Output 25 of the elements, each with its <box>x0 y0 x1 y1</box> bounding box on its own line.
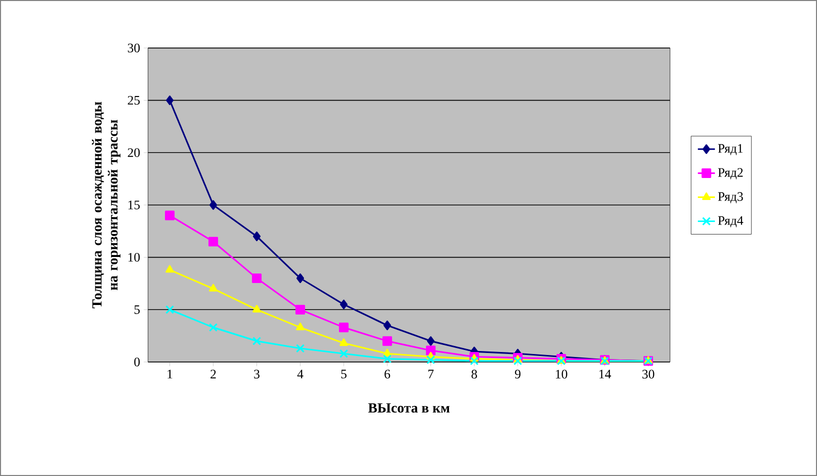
y-tick-label: 10 <box>128 252 140 262</box>
legend-label: Ряд4 <box>718 216 744 228</box>
x-tick-label: 5 <box>341 370 346 378</box>
x-tick-label: 7 <box>428 370 434 378</box>
x-tick-label: 6 <box>384 370 390 378</box>
y-tick-label: 5 <box>134 305 140 314</box>
x-tick-label: 30 <box>642 370 654 378</box>
legend-label: Ряд2 <box>718 168 743 180</box>
x-tick-label: 1 <box>168 370 172 378</box>
y-tick-label: 15 <box>128 200 140 210</box>
x-axis-title: ВЫсота в км <box>368 403 450 413</box>
x-tick-label: 3 <box>254 370 260 378</box>
x-tick-label: 14 <box>599 370 612 378</box>
y-tick-label: 25 <box>128 96 140 105</box>
x-tick-label: 8 <box>472 370 478 378</box>
y-tick-label: 30 <box>128 44 140 52</box>
x-tick-label: 2 <box>210 370 216 378</box>
y-tick-label: 0 <box>134 358 140 366</box>
legend-label: Ряд3 <box>718 192 743 204</box>
x-tick-label: 4 <box>297 370 304 378</box>
y-tick-label: 20 <box>128 148 140 158</box>
y-axis-title: Толщина слоя осажденной воды на горизонтальной трассы <box>92 102 120 308</box>
x-tick-label: 9 <box>514 370 520 378</box>
x-tick-label: 10 <box>556 370 568 378</box>
legend-label: Ряд1 <box>718 144 743 156</box>
